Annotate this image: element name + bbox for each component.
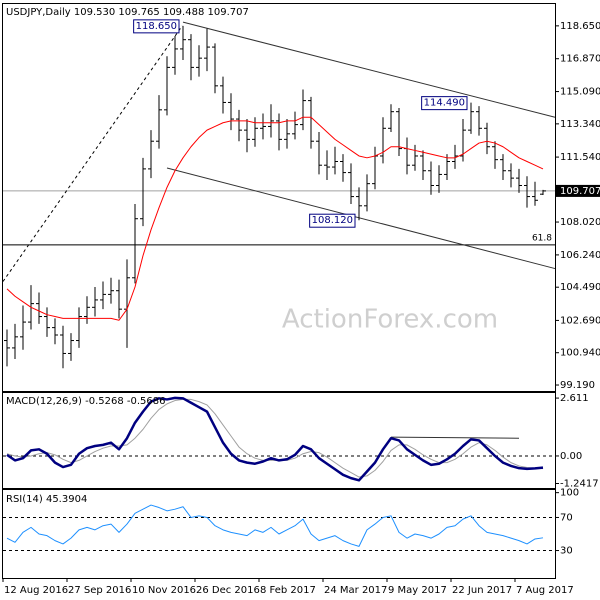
y-tick-label: 106.240 bbox=[560, 250, 600, 261]
x-tick-label: 10 Nov 2016 bbox=[132, 585, 196, 596]
x-tick-label: 27 Sep 2016 bbox=[68, 585, 131, 596]
trend-line bbox=[2, 25, 183, 282]
panel-title: RSI(14) 45.3904 bbox=[6, 494, 87, 505]
x-tick-label: 7 Aug 2017 bbox=[516, 585, 574, 596]
price-panel-frame bbox=[2, 3, 556, 392]
y-tick-label: 111.540 bbox=[560, 152, 600, 163]
y-tick-label: 102.690 bbox=[560, 315, 600, 326]
x-tick-label: 26 Dec 2016 bbox=[196, 585, 260, 596]
y-tick-label: 116.870 bbox=[560, 54, 600, 65]
series-line bbox=[6, 396, 544, 482]
y-tick-label: -1.2417 bbox=[560, 478, 599, 489]
annotation-label: 108.120 bbox=[312, 215, 353, 226]
annotation-box bbox=[421, 96, 468, 111]
x-tick-label: 24 Mar 2017 bbox=[324, 585, 387, 596]
annotation-box bbox=[133, 19, 180, 34]
watermark: ActionForex.com bbox=[282, 305, 498, 335]
trend-line bbox=[390, 436, 520, 439]
annotation-label: 118.650 bbox=[136, 21, 177, 32]
y-tick-label: 0.00 bbox=[560, 451, 582, 462]
annotation-box bbox=[309, 213, 356, 228]
level-label: 61.8 bbox=[532, 233, 552, 243]
y-tick-label: 2.611 bbox=[560, 393, 589, 404]
rsi-panel-frame bbox=[2, 489, 556, 579]
annotation-label: 114.490 bbox=[424, 98, 465, 109]
trend-line bbox=[182, 21, 556, 118]
x-tick-label: 12 Aug 2016 bbox=[4, 585, 68, 596]
y-tick-label: 118.650 bbox=[560, 21, 600, 32]
y-tick-label: 115.090 bbox=[560, 87, 600, 98]
panel-title: MACD(12,26,9) -0.5268 -0.5686 bbox=[6, 396, 166, 407]
macd-panel-frame bbox=[2, 392, 556, 489]
series-line bbox=[6, 504, 544, 547]
y-tick-label: 70 bbox=[560, 512, 573, 523]
y-tick-label: 100 bbox=[560, 488, 579, 499]
x-tick-label: 22 Jun 2017 bbox=[452, 585, 512, 596]
y-tick-label: 104.490 bbox=[560, 282, 600, 293]
y-tick-label: 108.020 bbox=[560, 217, 600, 228]
x-tick-label: 8 Feb 2017 bbox=[260, 585, 316, 596]
trend-line bbox=[166, 167, 556, 270]
panel-title: USDJPY,Daily 109.530 109.765 109.488 109… bbox=[6, 7, 249, 18]
y-tick-label: 113.340 bbox=[560, 119, 600, 130]
y-tick-label: 30 bbox=[560, 546, 573, 557]
y-tick-label: 100.940 bbox=[560, 348, 600, 359]
last-price-tag bbox=[556, 184, 600, 197]
y-tick-label: 99.190 bbox=[560, 380, 595, 391]
series-line bbox=[6, 116, 544, 321]
x-tick-label: 9 May 2017 bbox=[388, 585, 447, 596]
last-price-label: 109.707 bbox=[560, 186, 600, 197]
